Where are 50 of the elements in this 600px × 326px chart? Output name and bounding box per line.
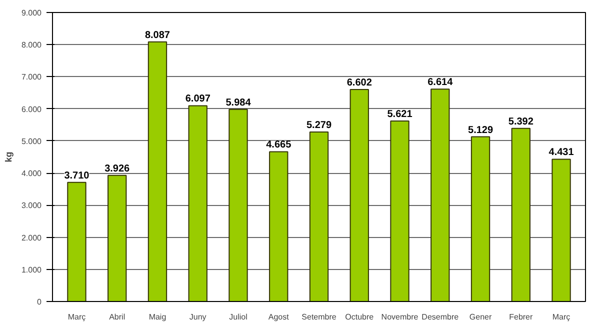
data-label: 4.431 [548, 147, 574, 158]
y-axis-title: kg [3, 152, 14, 162]
y-tick-label: 7.000 [21, 72, 42, 82]
x-tick-label: Febrer [509, 312, 534, 322]
data-label: 5.129 [468, 124, 494, 136]
data-label: 6.614 [428, 77, 454, 88]
bar [511, 128, 530, 302]
data-label: 5.279 [306, 120, 332, 131]
x-tick-label: Març [68, 312, 86, 322]
bar [552, 158, 571, 302]
bar [309, 131, 329, 302]
x-tick-label: Gener [469, 312, 492, 322]
data-label: 3.710 [64, 170, 90, 182]
y-tick-label: 3.000 [21, 201, 42, 210]
bar [470, 136, 490, 302]
x-tick-label: Juliol [229, 312, 248, 322]
bar [350, 89, 369, 302]
data-label: 4.665 [266, 140, 292, 151]
x-tick-label: Agost [268, 312, 290, 322]
y-tick-label: 9.000 [21, 8, 42, 18]
data-label: 5.984 [226, 97, 252, 108]
x-tick-label: Març [552, 312, 570, 322]
y-tick-label: 6.000 [21, 104, 42, 114]
bar [269, 151, 288, 302]
data-label: 5.621 [387, 109, 413, 120]
x-tick-label: Desembre [422, 312, 460, 322]
bar [188, 105, 208, 302]
x-tick-label: Abril [109, 312, 126, 322]
bar [108, 174, 127, 302]
bar [430, 88, 450, 302]
data-label: 6.097 [185, 94, 211, 105]
bar [228, 108, 248, 302]
y-tick-label: 0 [37, 298, 42, 306]
data-label: 3.926 [104, 163, 130, 174]
y-tick-label: 5.000 [21, 136, 42, 146]
x-tick-label: Novembre [381, 312, 419, 322]
y-tick-label: 4.000 [21, 169, 42, 178]
bar [390, 120, 410, 302]
x-tick-label: Maig [148, 312, 166, 322]
y-tick-label: 2.000 [21, 233, 42, 242]
x-tick-label: Octubre [345, 312, 374, 322]
bar [148, 41, 168, 302]
bar [67, 182, 86, 302]
x-tick-label: Juny [189, 312, 206, 322]
x-tick-label: Setembre [302, 312, 337, 322]
y-tick-label: 1.000 [21, 265, 42, 274]
data-label: 8.087 [144, 30, 170, 41]
data-label: 6.602 [346, 78, 372, 88]
y-tick-label: 8.000 [21, 40, 42, 50]
data-label: 5.392 [508, 116, 534, 128]
